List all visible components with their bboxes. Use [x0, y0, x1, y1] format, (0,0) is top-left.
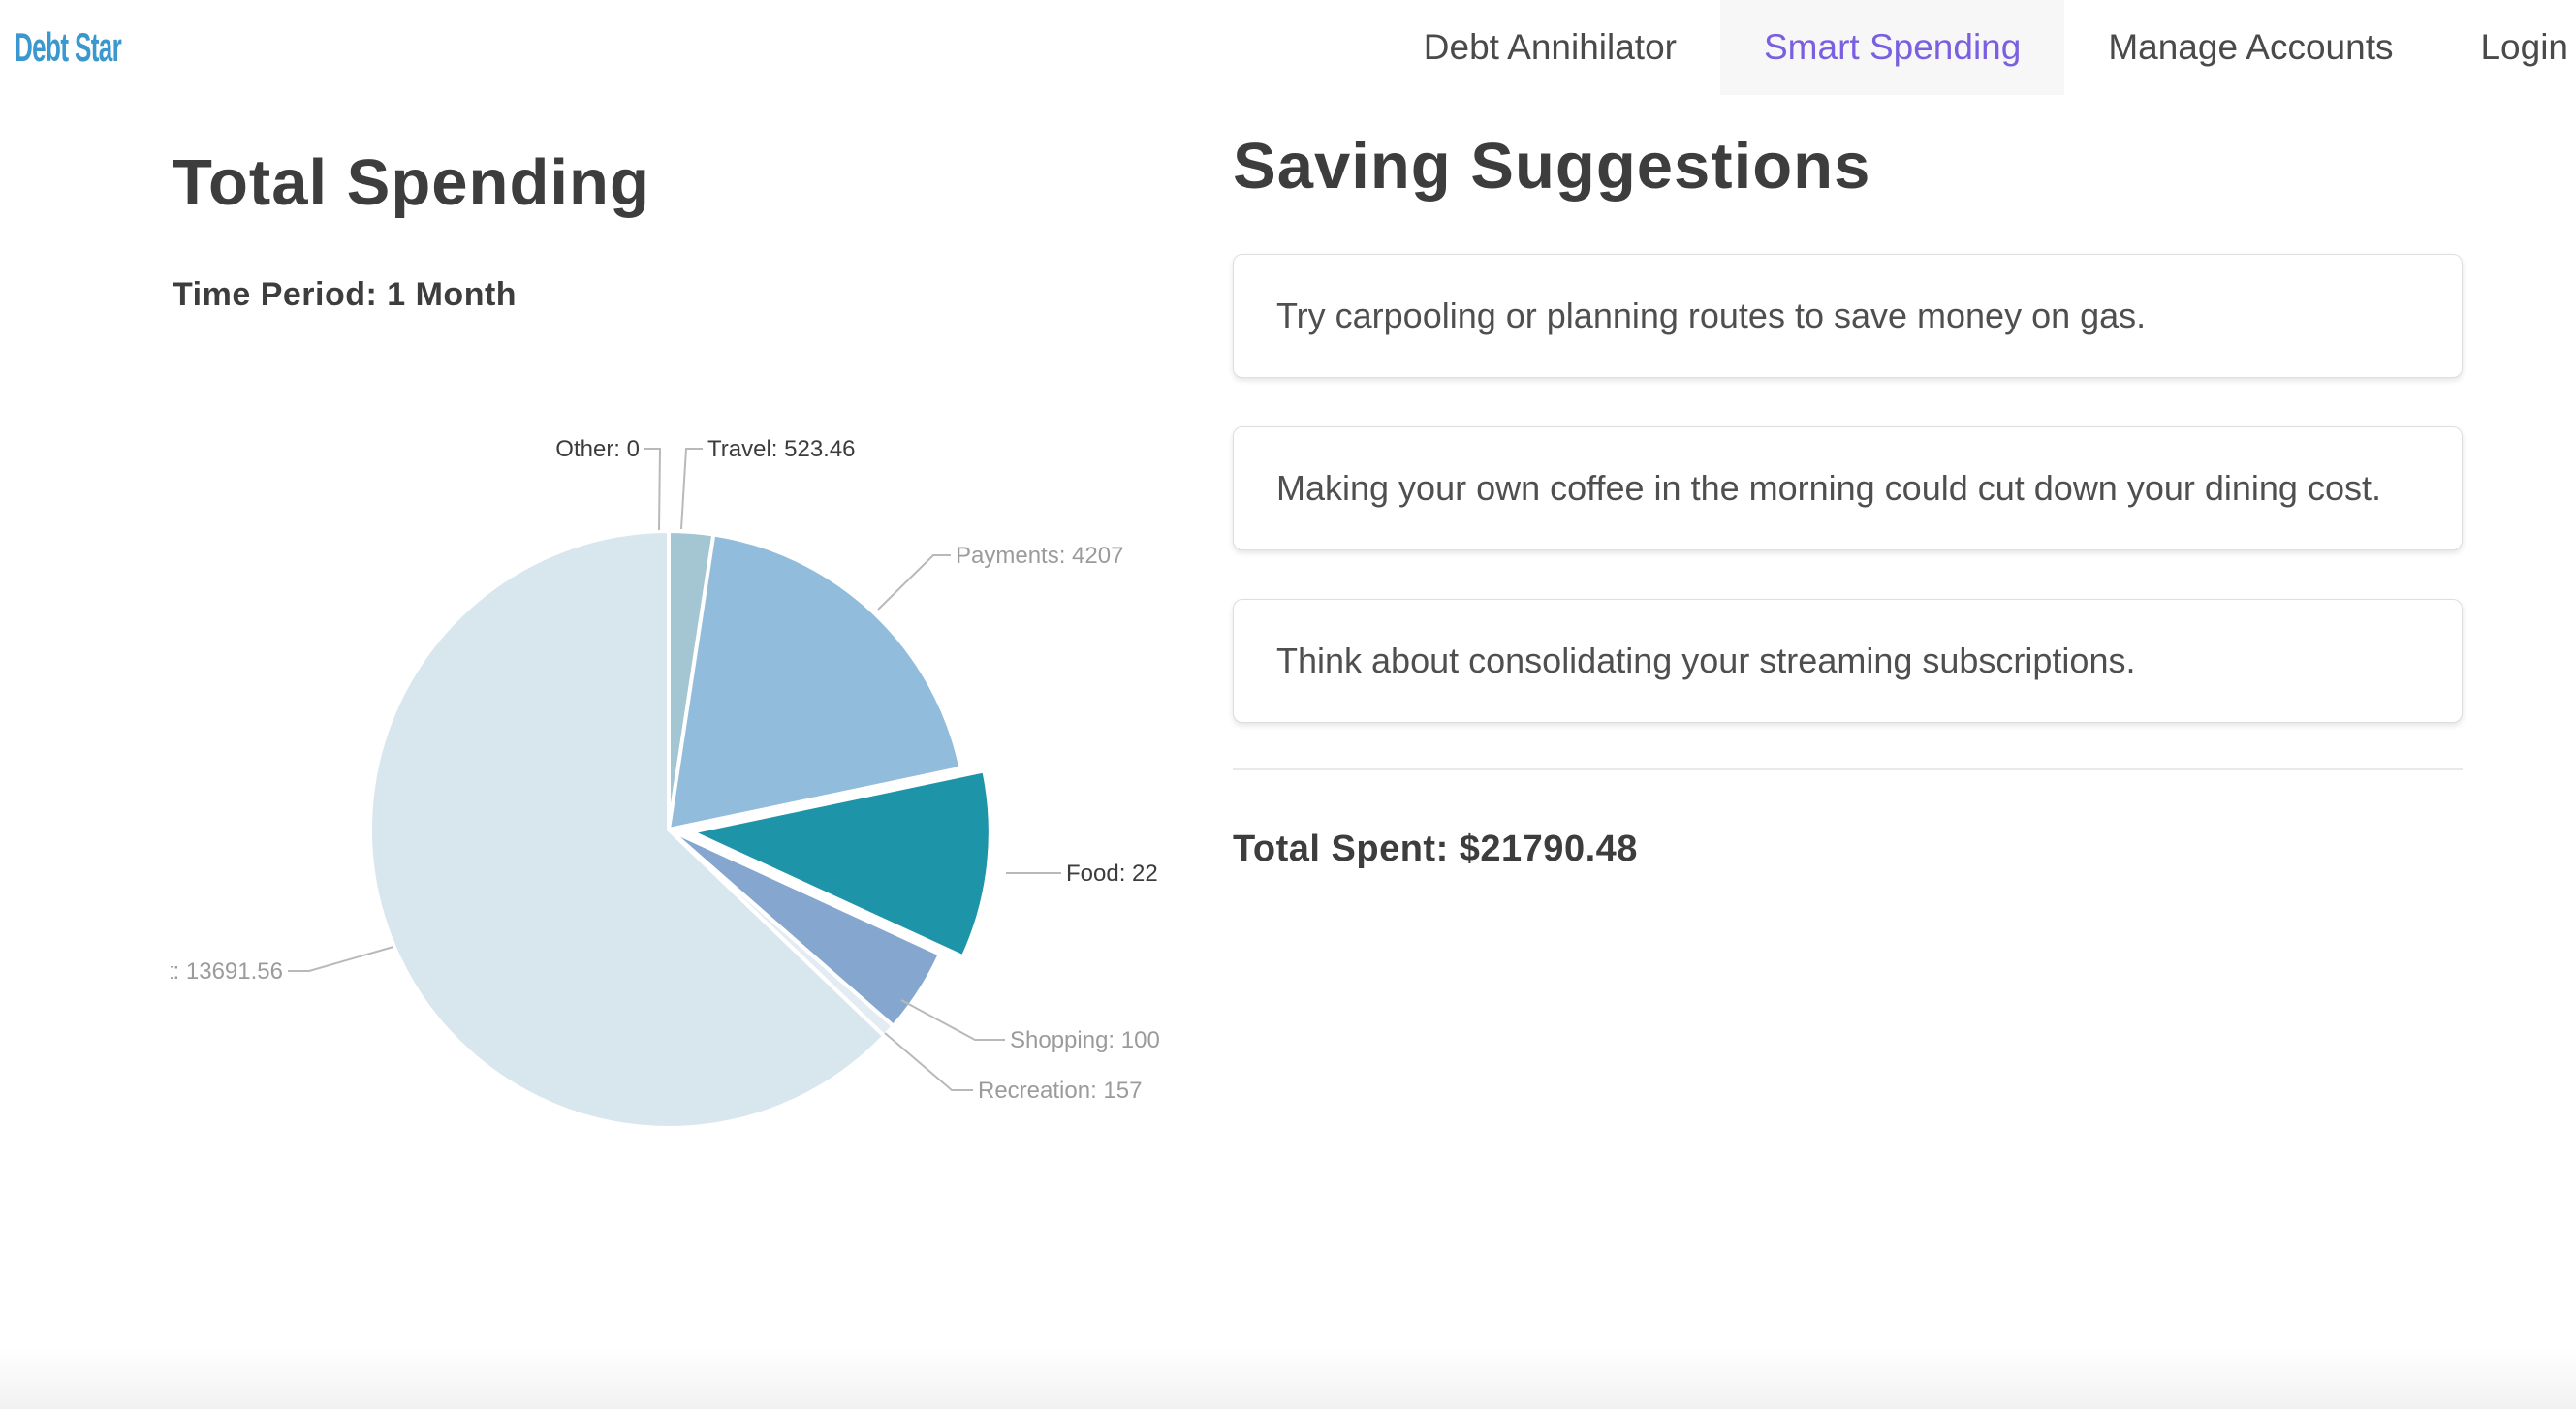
navbar: Debt Star Debt Annihilator Smart Spendin… [0, 0, 2576, 95]
pie-label-leader [877, 554, 951, 611]
pie-label: Other: 0 [555, 436, 640, 462]
time-period-label: Time Period: 1 Month [173, 276, 518, 313]
suggestion-card: Try carpooling or planning routes to sav… [1233, 254, 2463, 378]
pie-label: Shopping: 1000 [1010, 1027, 1159, 1053]
spending-pie-chart[interactable]: Other: 0 Travel: 523.46 Payments: 4207 Food… [171, 359, 1159, 1269]
total-spending-title: Total Spending [173, 146, 650, 219]
nav-item-manage-accounts[interactable]: Manage Accounts [2108, 27, 2394, 67]
pie-label: Rent: 13691.56 [171, 958, 283, 985]
nav-item-debt-annihilator[interactable]: Debt Annihilator [1423, 27, 1677, 67]
suggestion-card: Making your own coffee in the morning co… [1233, 426, 2463, 550]
pie-slice-rent[interactable] [368, 529, 887, 1130]
brand-logo[interactable]: Debt Star [15, 24, 122, 70]
pie-label-leader [900, 999, 1005, 1041]
pie-label-leader [644, 448, 662, 531]
footer-fade [0, 1347, 2576, 1409]
pie-slice-food[interactable] [689, 768, 992, 959]
divider [1233, 768, 2463, 770]
pie-label: Recreation: 157 [978, 1078, 1142, 1104]
pie-label-leader [680, 448, 703, 530]
nav-menu: Debt Annihilator Smart Spending Manage A… [1380, 0, 2576, 95]
pie-label-leader [884, 1032, 973, 1091]
suggestion-card: Think about consolidating your streaming… [1233, 599, 2463, 723]
pie-slice-payments[interactable] [667, 532, 963, 831]
pie-label-leader [288, 946, 394, 972]
pie-label: Food: 2211.46 [1066, 861, 1159, 887]
nav-item-login[interactable]: Login [2480, 27, 2568, 67]
total-spent-label: Total Spent: $21790.48 [1233, 829, 1638, 869]
nav-item-smart-spending[interactable]: Smart Spending [1720, 0, 2065, 95]
pie-label: Payments: 4207 [956, 543, 1123, 569]
saving-suggestions-title: Saving Suggestions [1233, 130, 1871, 203]
pie-label: Travel: 523.46 [707, 436, 856, 462]
